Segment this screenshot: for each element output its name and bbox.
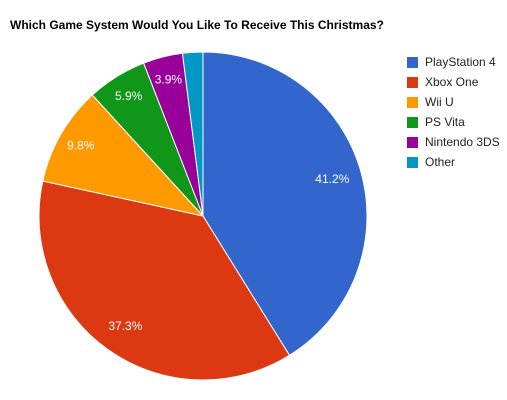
pie-slice-wii-u	[42, 94, 205, 217]
legend-label: Nintendo 3DS	[425, 135, 500, 149]
slice-label-wii-u: 9.8%	[67, 139, 95, 153]
legend-item-playstation-4: PlayStation 4	[407, 52, 500, 72]
slice-label-xbox-one: 37.3%	[108, 319, 142, 333]
legend-label: Wii U	[425, 95, 454, 109]
legend-swatch	[407, 136, 418, 148]
pie-slice-playstation-4	[202, 51, 368, 357]
slice-label-nintendo-3ds: 3.9%	[155, 72, 183, 86]
slice-label-ps-vita: 5.9%	[115, 89, 143, 103]
chart-title: Which Game System Would You Like To Rece…	[10, 18, 384, 32]
legend-label: PS Vita	[425, 115, 465, 129]
legend-item-wii-u: Wii U	[407, 92, 500, 112]
legend-swatch	[407, 56, 418, 68]
legend-item-xbox-one: Xbox One	[407, 72, 500, 92]
legend-label: Other	[425, 155, 456, 169]
legend-label: PlayStation 4	[425, 55, 496, 69]
pie-slice-other	[181, 51, 204, 217]
legend-label: Xbox One	[425, 75, 479, 89]
legend-item-nintendo-3ds: Nintendo 3DS	[407, 132, 500, 152]
pie-slice-xbox-one	[38, 180, 291, 381]
legend-swatch	[407, 116, 418, 128]
legend: PlayStation 4 Xbox One Wii U PS Vita Nintend…	[407, 52, 500, 172]
legend-item-other: Other	[407, 152, 500, 172]
legend-swatch	[407, 96, 418, 108]
slice-label-playstation-4: 41.2%	[315, 172, 349, 186]
legend-item-ps-vita: PS Vita	[407, 112, 500, 132]
legend-swatch	[407, 76, 418, 88]
legend-swatch	[407, 156, 418, 168]
